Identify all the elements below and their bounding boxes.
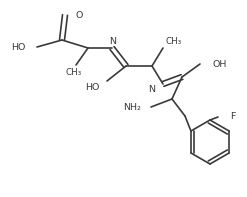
Text: CH₃: CH₃ [66,68,82,76]
Text: CH₃: CH₃ [165,36,181,46]
Text: F: F [230,112,235,121]
Text: OH: OH [212,59,226,69]
Text: O: O [75,10,82,20]
Text: NH₂: NH₂ [123,102,141,112]
Text: N: N [148,85,155,94]
Text: N: N [109,36,117,46]
Text: HO: HO [85,83,99,91]
Text: HO: HO [11,43,25,51]
